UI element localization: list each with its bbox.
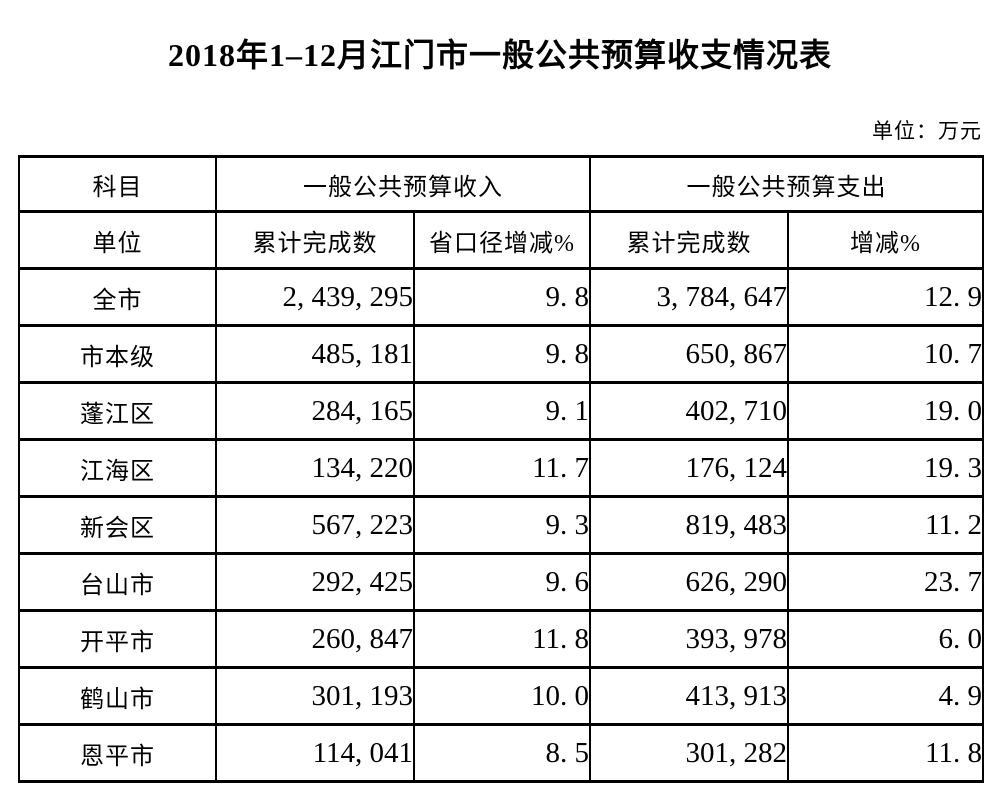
cell-income-total: 134, 220 xyxy=(215,438,415,498)
table-row-jianghai: 江海区 134, 220 11. 7 176, 124 19. 3 xyxy=(18,438,984,498)
unit-note: 单位：万元 xyxy=(872,119,982,143)
cell-expend-pct: 19. 3 xyxy=(787,438,984,498)
cell-income-pct: 9. 8 xyxy=(413,267,591,327)
table-row-taishan: 台山市 292, 425 9. 6 626, 290 23. 7 xyxy=(18,552,984,612)
table-row-heshan: 鹤山市 301, 193 10. 0 413, 913 4. 9 xyxy=(18,666,984,726)
header-expenditure-cumulative: 累计完成数 xyxy=(589,210,789,270)
header-expenditure-group: 一般公共预算支出 xyxy=(589,155,984,213)
header-row-groups: 科目 一般公共预算收入 一般公共预算支出 xyxy=(18,155,984,213)
cell-expend-pct: 6. 0 xyxy=(787,609,984,669)
cell-income-total: 292, 425 xyxy=(215,552,415,612)
cell-expend-pct: 4. 9 xyxy=(787,666,984,726)
cell-income-total: 567, 223 xyxy=(215,495,415,555)
table-row-quanshi: 全市 2, 439, 295 9. 8 3, 784, 647 12. 9 xyxy=(18,267,984,327)
cell-income-total: 260, 847 xyxy=(215,609,415,669)
cell-expend-pct: 11. 8 xyxy=(787,723,984,783)
header-income-group: 一般公共预算收入 xyxy=(215,155,591,213)
page-title: 2018年1–12月江门市一般公共预算收支情况表 xyxy=(167,37,832,73)
cell-income-pct: 11. 8 xyxy=(413,609,591,669)
cell-expend-total: 650, 867 xyxy=(589,324,789,384)
cell-region: 江海区 xyxy=(18,438,217,498)
cell-income-total: 301, 193 xyxy=(215,666,415,726)
cell-expend-pct: 12. 9 xyxy=(787,267,984,327)
cell-expend-total: 626, 290 xyxy=(589,552,789,612)
header-income-cumulative: 累计完成数 xyxy=(215,210,415,270)
cell-income-total: 284, 165 xyxy=(215,381,415,441)
cell-income-pct: 8. 5 xyxy=(413,723,591,783)
cell-income-total: 114, 041 xyxy=(215,723,415,783)
cell-expend-pct: 19. 0 xyxy=(787,381,984,441)
cell-income-pct: 9. 8 xyxy=(413,324,591,384)
table-row-kaiping: 开平市 260, 847 11. 8 393, 978 6. 0 xyxy=(18,609,984,669)
cell-expend-pct: 23. 7 xyxy=(787,552,984,612)
cell-income-pct: 9. 6 xyxy=(413,552,591,612)
cell-expend-pct: 10. 7 xyxy=(787,324,984,384)
cell-region: 恩平市 xyxy=(18,723,217,783)
cell-income-total: 485, 181 xyxy=(215,324,415,384)
cell-expend-total: 301, 282 xyxy=(589,723,789,783)
cell-expend-total: 819, 483 xyxy=(589,495,789,555)
cell-region: 全市 xyxy=(18,267,217,327)
cell-expend-total: 393, 978 xyxy=(589,609,789,669)
table-row-xinhui: 新会区 567, 223 9. 3 819, 483 11. 2 xyxy=(18,495,984,555)
cell-income-pct: 11. 7 xyxy=(413,438,591,498)
cell-expend-total: 176, 124 xyxy=(589,438,789,498)
table-row-shibenji: 市本级 485, 181 9. 8 650, 867 10. 7 xyxy=(18,324,984,384)
header-subject: 科目 xyxy=(18,155,217,213)
cell-region: 市本级 xyxy=(18,324,217,384)
cell-income-pct: 9. 1 xyxy=(413,381,591,441)
header-unit: 单位 xyxy=(18,210,217,270)
cell-region: 蓬江区 xyxy=(18,381,217,441)
cell-income-total: 2, 439, 295 xyxy=(215,267,415,327)
table-row-pengjiang: 蓬江区 284, 165 9. 1 402, 710 19. 0 xyxy=(18,381,984,441)
table-row-enping: 恩平市 114, 041 8. 5 301, 282 11. 8 xyxy=(18,723,984,783)
cell-expend-total: 402, 710 xyxy=(589,381,789,441)
cell-expend-pct: 11. 2 xyxy=(787,495,984,555)
cell-region: 新会区 xyxy=(18,495,217,555)
cell-expend-total: 413, 913 xyxy=(589,666,789,726)
cell-region: 台山市 xyxy=(18,552,217,612)
cell-income-pct: 9. 3 xyxy=(413,495,591,555)
header-row-columns: 单位 累计完成数 省口径增减% 累计完成数 增减% xyxy=(18,210,984,270)
cell-income-pct: 10. 0 xyxy=(413,666,591,726)
budget-table: 科目 一般公共预算收入 一般公共预算支出 单位 累计完成数 省口径增减% 累计完… xyxy=(18,155,984,783)
cell-expend-total: 3, 784, 647 xyxy=(589,267,789,327)
cell-region: 开平市 xyxy=(18,609,217,669)
header-income-change: 省口径增减% xyxy=(413,210,591,270)
header-expenditure-change: 增减% xyxy=(787,210,984,270)
cell-region: 鹤山市 xyxy=(18,666,217,726)
